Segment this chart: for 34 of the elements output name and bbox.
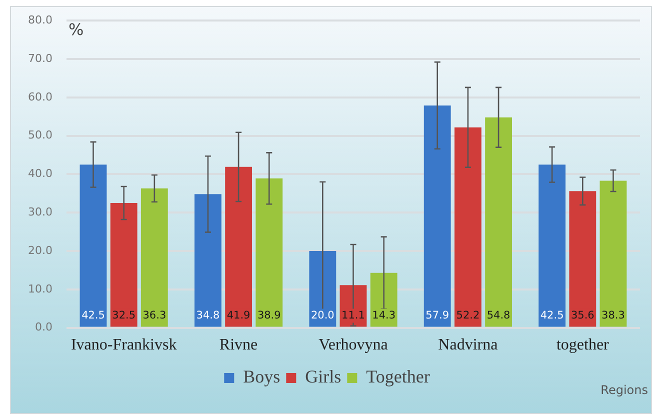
legend-label: Girls (305, 366, 342, 387)
y-tick-label: 60.0 (28, 90, 52, 104)
x-tick-label: Nadvirna (438, 336, 498, 354)
y-tick-label: 80.0 (28, 13, 52, 26)
data-label: 34.8 (196, 310, 220, 322)
y-tick-label: 70.0 (28, 52, 52, 65)
y-tick-label: 40.0 (28, 167, 52, 180)
x-tick-label: together (556, 336, 610, 354)
data-label: 38.9 (257, 310, 281, 322)
data-label: 54.8 (486, 310, 510, 322)
data-label: 14.3 (372, 310, 396, 322)
legend-label: Boys (243, 366, 280, 387)
y-tick-label: 50.0 (28, 128, 52, 142)
y-axis-title: % (68, 20, 84, 39)
data-label: 38.3 (602, 310, 625, 322)
x-tick-label: Rivne (219, 336, 258, 354)
x-tick-label: Ivano-Frankivsk (70, 336, 177, 354)
data-label: 36.3 (142, 310, 166, 322)
data-label: 41.9 (226, 310, 250, 322)
data-label: 20.0 (310, 310, 334, 322)
data-label: 11.1 (342, 310, 365, 322)
data-label: 42.5 (82, 310, 105, 322)
data-label: 42.5 (540, 310, 564, 322)
y-tick-label: 10.0 (28, 282, 52, 296)
y-tick-label: 30.0 (28, 205, 52, 218)
y-tick-label: 20.0 (28, 244, 52, 257)
x-axis-title: Regions (600, 383, 648, 398)
y-tick-label: 0.0 (34, 320, 52, 334)
data-label: 35.6 (570, 310, 595, 322)
data-label: 52.2 (456, 310, 480, 322)
data-label: 32.5 (112, 310, 136, 322)
data-label: 57.9 (426, 310, 450, 322)
x-tick-label: Verhovyna (318, 336, 388, 354)
legend-label: Together (366, 366, 430, 387)
